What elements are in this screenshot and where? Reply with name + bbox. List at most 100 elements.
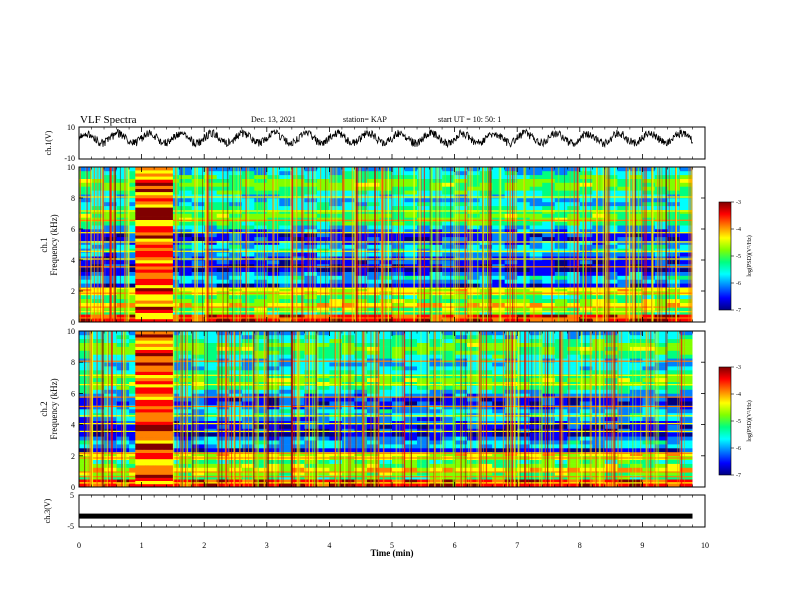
spectrogram-cell (579, 471, 593, 476)
spectrogram-cell (542, 370, 555, 375)
spectrogram-cell (341, 221, 355, 226)
spectrogram-cell (354, 248, 368, 253)
sferic-streak (505, 331, 507, 487)
spectrogram-cell (241, 221, 255, 226)
spectrogram-cell (254, 275, 268, 280)
spectrogram-cell (654, 416, 668, 421)
spectrogram-cell (204, 302, 217, 307)
spectrogram-cell (467, 279, 480, 284)
spectrogram-cell (604, 409, 618, 414)
spectrogram-cell (204, 174, 217, 179)
spectrogram-cell (104, 385, 117, 390)
spectrogram-cell (166, 260, 180, 265)
spectrogram-cell (680, 444, 693, 449)
spectrogram-cell (304, 475, 318, 480)
spectrogram-cell (617, 213, 631, 218)
spectrogram-cell (529, 283, 543, 288)
spectrogram-cell (642, 182, 656, 187)
spectrogram-cell (91, 201, 105, 207)
sferic-streak (599, 167, 601, 322)
spectrogram-cell (341, 302, 355, 307)
sferic-streak (206, 167, 208, 322)
sferic-streak (312, 167, 314, 322)
spectrogram-cell (91, 225, 105, 230)
spectrogram-cell (354, 385, 368, 390)
spectrogram-cell (667, 350, 681, 355)
spectrogram-cell (354, 298, 368, 303)
burst-cell (135, 297, 173, 301)
spectrogram-cell (417, 267, 430, 272)
spectrogram-cell (304, 393, 318, 398)
spectrogram-cell (429, 428, 443, 433)
spectrogram-cell (442, 302, 455, 307)
burst-cell (135, 207, 173, 211)
spectrogram-cell (442, 213, 455, 218)
spectrogram-cell (429, 475, 443, 480)
spectrogram-cell (629, 393, 643, 398)
spectrogram-cell (216, 318, 230, 322)
spectrogram-cell (229, 306, 242, 311)
sferic-streak (121, 331, 122, 487)
sferic-streak (272, 167, 274, 322)
spectrogram-cell (316, 302, 330, 307)
spectrogram-cell (654, 448, 668, 453)
spectrogram-cell (642, 287, 656, 292)
spectrogram-cell (254, 444, 268, 449)
spectrogram-cell (79, 190, 92, 195)
spectrogram-cell (617, 263, 631, 269)
spectrogram-cell (279, 440, 293, 445)
sferic-streak (180, 167, 182, 322)
spectrogram-cell (680, 221, 693, 226)
spectrogram-cell (229, 205, 242, 210)
spectrogram-cell (629, 232, 643, 238)
spectrogram-cell (291, 178, 305, 183)
spectrogram-cell (79, 314, 92, 319)
spectrogram-cell (429, 479, 443, 484)
spectrogram-cell (654, 362, 668, 367)
spectrogram-cell (504, 279, 518, 284)
spectrogram-cell (404, 198, 418, 203)
spectrogram-cell (467, 275, 480, 280)
spectrogram-cell (216, 448, 230, 453)
spectrogram-cell (341, 198, 355, 203)
spectrogram-cell (216, 342, 230, 347)
spectrogram-cell (417, 459, 430, 464)
ch3-ytick-bottom: -5 (67, 522, 74, 531)
ch3-waveform-panel: 5 -5 ch.3(V) (43, 491, 706, 531)
spectrogram-cell (529, 170, 543, 176)
spectrogram-cell (354, 467, 368, 472)
sferic-streak (373, 331, 374, 487)
spectrogram-cell (629, 479, 643, 484)
spectrogram-cell (367, 354, 380, 359)
spectrogram-cell (642, 318, 656, 322)
spectrogram-cell (604, 331, 618, 336)
spectrogram-cell (354, 213, 368, 218)
spectrogram-cell (442, 393, 455, 398)
sferic-streak (204, 331, 205, 487)
spectrogram-cell (467, 244, 480, 249)
ch1-ytick-bottom: -10 (64, 154, 75, 163)
spectrogram-cell (604, 463, 618, 468)
spectrogram-cell (254, 373, 268, 379)
spectrogram-cell (629, 436, 643, 441)
spectrogram-cell (191, 318, 205, 322)
spectrogram-cell (216, 240, 230, 245)
spectrogram-cell (629, 236, 643, 241)
spectrogram-cell (479, 275, 493, 280)
spectrogram-cell (680, 362, 693, 367)
spectrogram-cell (442, 240, 455, 245)
spectrogram-cell (654, 217, 668, 222)
spectrogram-cell (254, 362, 268, 367)
spectrogram-cell (79, 279, 92, 284)
spectrogram-cell (504, 178, 518, 183)
spectrogram-cell (642, 302, 656, 307)
spectrogram-cell (367, 358, 380, 363)
spectrogram-cell (467, 342, 480, 347)
spectrogram-cell (166, 198, 180, 203)
spectrogram-cell (604, 440, 618, 445)
spectrogram-cell (104, 393, 117, 398)
sferic-streak (277, 331, 279, 487)
spectrogram-cell (216, 229, 230, 234)
spectrogram-cell (392, 338, 405, 343)
sferic-streak (180, 331, 182, 487)
